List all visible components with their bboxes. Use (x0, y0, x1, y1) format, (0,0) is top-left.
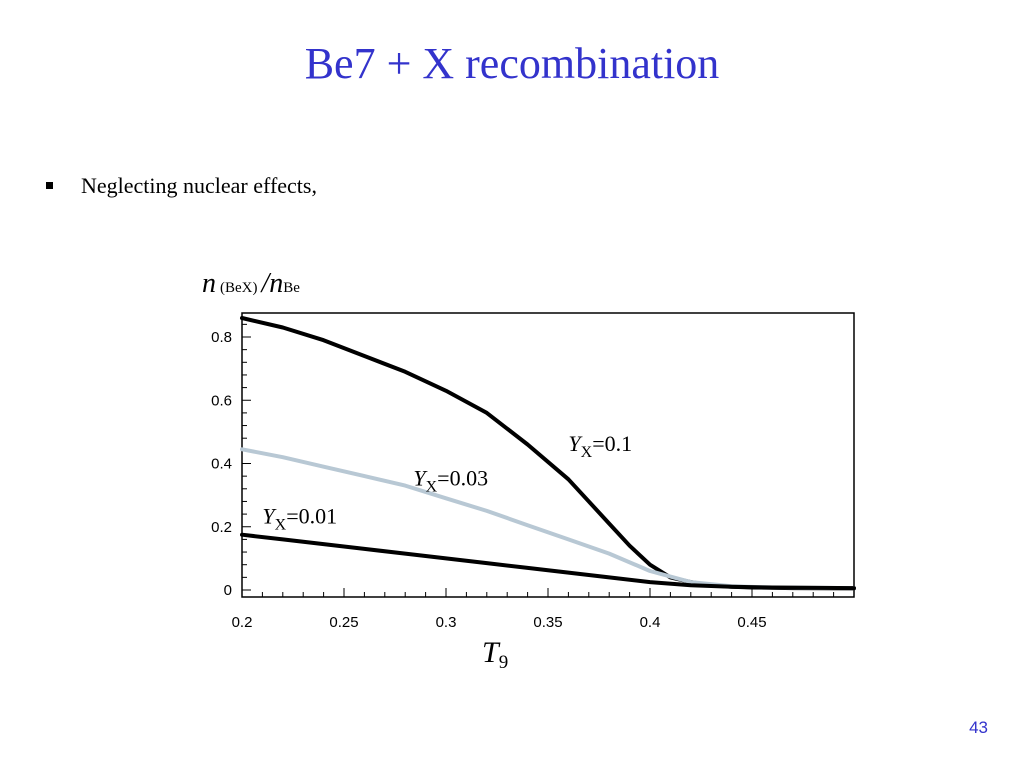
square-bullet-icon (46, 182, 53, 190)
y-tick-label: 0 (224, 582, 232, 599)
series-label-3: YX=0.01 (262, 504, 337, 534)
series-label-2: YX=0.03 (413, 466, 488, 496)
x-tick-label: 0.25 (329, 614, 358, 631)
x-tick-label: 0.3 (436, 614, 457, 631)
x-tick-label: 0.2 (232, 614, 253, 631)
x-tick-label: 0.45 (737, 614, 766, 631)
page-number: 43 (969, 718, 988, 737)
x-tick-label: 0.4 (640, 614, 661, 631)
y-axis-label: n (BeX)/nBe (202, 268, 300, 299)
x-axis-label: T9 (482, 636, 508, 673)
y-tick-label: 0.2 (211, 519, 232, 536)
bullet-item: Neglecting nuclear effects, (46, 173, 317, 199)
plot-frame (241, 312, 855, 598)
series-line-1 (240, 316, 856, 591)
series-line-3 (240, 532, 856, 591)
x-tick-label: 0.35 (533, 614, 562, 631)
series-label-1: YX=0.1 (568, 431, 632, 461)
bullet-text: Neglecting nuclear effects, (81, 173, 317, 198)
slide-title: Be7 + X recombination (304, 39, 720, 88)
y-tick-label: 0.4 (211, 456, 232, 473)
series-labels: YX=0.1 YX=0.03 YX=0.01 (262, 431, 632, 534)
series-layer (240, 316, 856, 591)
y-tick-label: 0.8 (211, 329, 232, 346)
y-tick-label: 0.6 (211, 392, 232, 409)
